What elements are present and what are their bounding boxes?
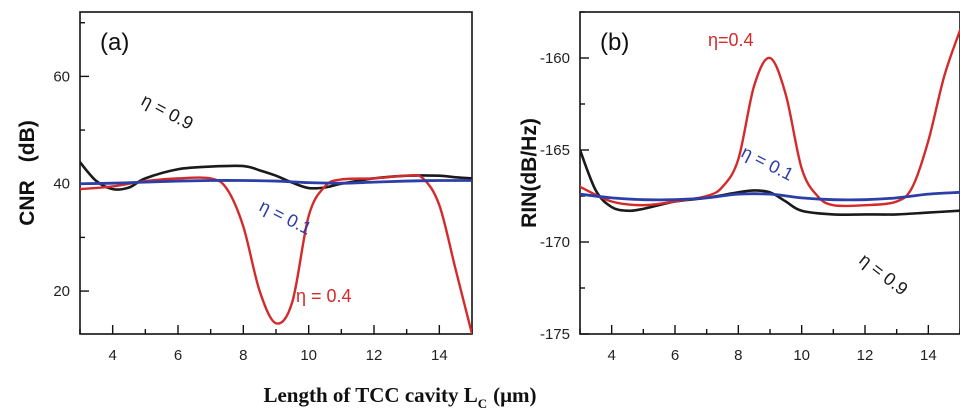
panel-b-y-tick-label: -165 (540, 142, 570, 159)
panel-a-x-tick-label: 8 (239, 347, 247, 364)
panel-b: 4 6 8 10 12 14 -160 -165 -170 -175 RIN(dB/Hz) (b) η=… (518, 11, 960, 364)
panel-b-tag: (b) (600, 29, 629, 56)
panel-a: 4 6 8 10 12 14 20 40 60 CNR (dB) (a) η = 0.9 η = 0.1 η… (16, 11, 473, 364)
panel-a-y-axis-label-unit: (dB) (16, 120, 39, 162)
x-axis-label-main: Length of TCC cavity L (263, 383, 477, 407)
panel-b-series-group (580, 29, 960, 216)
panel-b-x-tick-label: 8 (734, 347, 742, 364)
panel-b-series-eta01 (580, 190, 960, 202)
panel-b-series-eta09 (580, 148, 960, 216)
panel-b-x-tick-label: 4 (607, 347, 615, 364)
panel-a-x-tick-label: 10 (300, 347, 317, 364)
panel-a-annotation-eta04: η = 0.4 (296, 286, 352, 306)
panel-b-y-tick-label: -170 (540, 234, 570, 251)
panel-a-x-tick-label: 4 (108, 347, 116, 364)
panel-b-series-eta04 (580, 29, 960, 208)
panel-a-y-axis-label-main: CNR (16, 180, 39, 226)
panel-a-x-tick-label: 14 (431, 347, 448, 364)
panel-a-y-tick-label: 40 (53, 176, 70, 193)
panel-a-x-tick-label: 12 (366, 347, 383, 364)
panel-b-y-tick-label: -175 (540, 326, 570, 343)
panel-a-y-axis-label: CNR (dB) (16, 120, 39, 225)
panel-a-tag: (a) (100, 29, 129, 56)
panel-b-x-tick-label: 14 (920, 347, 937, 364)
panel-a-plot-frame (79, 11, 473, 335)
panel-b-annotation-eta09: η = 0.9 (856, 249, 912, 299)
panel-a-series-eta04 (80, 173, 472, 334)
x-axis-label: Length of TCC cavity LC (μm) (263, 383, 536, 411)
panel-b-y-tick-label: -160 (540, 50, 570, 67)
panel-b-x-tick-label: 6 (671, 347, 679, 364)
x-axis-label-subscript: C (478, 396, 487, 411)
panel-b-annotation-eta01: η = 0.1 (738, 142, 797, 185)
panel-a-x-tick-label: 6 (174, 347, 182, 364)
panel-a-y-tick-label: 20 (53, 283, 70, 300)
x-axis-label-unit: (μm) (493, 383, 536, 407)
panel-b-annotation-eta04: η=0.4 (708, 30, 754, 50)
panel-a-series-group (80, 160, 472, 334)
panel-a-annotation-eta01: η = 0.1 (256, 196, 315, 239)
panel-b-y-axis-label: RIN(dB/Hz) (518, 118, 541, 228)
panel-b-x-tick-label: 10 (793, 347, 810, 364)
panel-a-series-eta01 (80, 179, 472, 186)
panel-a-annotation-eta09: η = 0.9 (138, 90, 196, 134)
panel-a-y-tick-label: 60 (53, 68, 70, 85)
panel-b-x-tick-label: 12 (857, 347, 874, 364)
